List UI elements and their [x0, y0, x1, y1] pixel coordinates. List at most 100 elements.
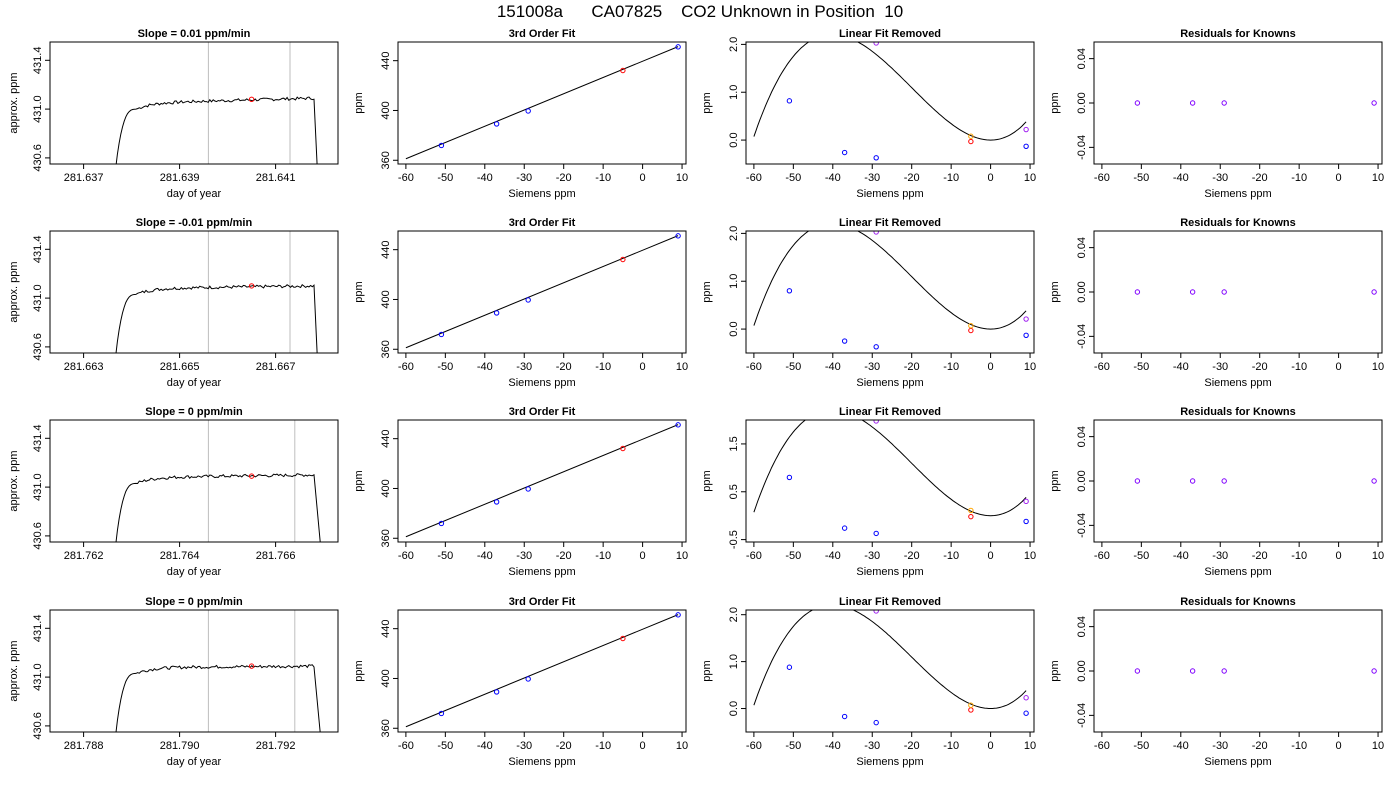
known-point — [438, 142, 445, 149]
x-tick-label: -10 — [595, 550, 611, 562]
x-axis-label: Siemens ppm — [1204, 377, 1271, 389]
x-tick-label: -10 — [1291, 550, 1307, 562]
y-axis-label: ppm — [701, 470, 713, 491]
x-axis-label: Siemens ppm — [508, 566, 575, 578]
unknown-point — [620, 445, 626, 452]
x-axis-label: day of year — [167, 377, 222, 389]
y-tick-label: 430.6 — [32, 333, 44, 361]
y-tick-label: 0.0 — [728, 321, 740, 336]
panel-title: Residuals for Knowns — [1180, 217, 1296, 229]
x-axis-label: Siemens ppm — [856, 377, 923, 389]
known-point — [438, 331, 445, 338]
x-tick-label: 0 — [1336, 550, 1342, 562]
known-point — [1023, 518, 1029, 525]
panel-residuals-row-2: Residuals for Knowns -60 -50 -40 -30 -20 -10 0 1… — [1049, 406, 1384, 578]
x-tick-label: 281.790 — [160, 740, 200, 752]
x-axis-label: Siemens ppm — [856, 566, 923, 578]
x-tick-label: 10 — [676, 172, 688, 184]
x-tick-label: -60 — [746, 361, 762, 373]
y-tick-label: 1.0 — [728, 85, 740, 100]
x-tick-label: 281.637 — [64, 172, 104, 184]
plot-frame — [1093, 419, 1383, 543]
known-point — [786, 664, 793, 670]
residual-point — [1189, 478, 1196, 484]
panel-title: 3rd Order Fit — [509, 28, 576, 40]
x-tick-label: -60 — [398, 361, 414, 373]
panel-residuals-row-1: Residuals for Knowns -60 -50 -40 -30 -20 -10 0 1… — [1049, 217, 1384, 389]
y-tick-label: 0.00 — [1076, 281, 1088, 302]
x-tick-label: -10 — [1291, 361, 1307, 373]
y-tick-label: 430.6 — [32, 712, 44, 740]
x-tick-label: 281.665 — [160, 361, 200, 373]
plot-area — [1134, 478, 1377, 484]
x-tick-label: 10 — [676, 550, 688, 562]
y-axis-label: ppm — [353, 281, 365, 302]
x-tick-label: -60 — [398, 740, 414, 752]
x-tick-label: -30 — [864, 361, 880, 373]
y-tick-label: 0.04 — [1076, 237, 1088, 258]
x-tick-label: -20 — [904, 740, 920, 752]
panel-title: 3rd Order Fit — [509, 596, 576, 608]
x-tick-label: 0 — [988, 172, 994, 184]
y-axis-label: ppm — [353, 92, 365, 113]
y-tick-label: 430.6 — [32, 522, 44, 550]
x-tick-label: 10 — [1024, 550, 1036, 562]
known-point — [675, 233, 681, 239]
unknown-mean-point — [248, 283, 255, 289]
y-tick-label: 400 — [380, 101, 392, 119]
panel-title: 3rd Order Fit — [509, 406, 576, 418]
x-tick-label: -50 — [785, 361, 801, 373]
plot-area — [405, 233, 681, 349]
x-tick-label: 281.762 — [64, 550, 104, 562]
y-tick-label: 400 — [380, 669, 392, 687]
x-tick-label: -60 — [1094, 361, 1110, 373]
unknown-point — [968, 513, 974, 520]
x-tick-label: -50 — [1133, 172, 1149, 184]
x-tick-label: -60 — [398, 172, 414, 184]
y-tick-label: -0.04 — [1076, 324, 1088, 349]
panel-linear_removed-row-3: Linear Fit Removed -60 -50 -40 -30 -20 -10 0 10 0… — [701, 596, 1036, 768]
x-tick-label: -30 — [864, 550, 880, 562]
x-tick-label: 281.788 — [64, 740, 104, 752]
residual-point — [1221, 668, 1227, 674]
x-tick-label: 0 — [988, 550, 994, 562]
y-tick-label: -0.04 — [1076, 703, 1088, 728]
y-tick-label: 0.0 — [728, 701, 740, 716]
plot-area — [405, 44, 681, 160]
x-tick-label: -30 — [516, 361, 532, 373]
y-axis-label: ppm — [353, 470, 365, 491]
plot-area — [1134, 289, 1377, 295]
x-tick-label: 0 — [1336, 172, 1342, 184]
known-point — [786, 288, 793, 294]
panel-fit-row-1: 3rd Order Fit -60 -50 -40 -30 -20 -10 0 10 360 400… — [353, 217, 688, 389]
plot-area — [753, 42, 1029, 161]
plot-area — [115, 231, 318, 353]
residual-point — [1221, 100, 1227, 106]
y-axis-label: ppm — [1049, 470, 1061, 491]
panel-title: Slope = 0 ppm/min — [145, 596, 243, 608]
y-tick-label: 431.0 — [32, 663, 44, 691]
purple-point — [1023, 126, 1029, 133]
x-tick-label: 0 — [988, 361, 994, 373]
y-axis-label: approx. ppm — [8, 72, 20, 133]
x-tick-label: -60 — [1094, 550, 1110, 562]
x-axis-label: Siemens ppm — [508, 377, 575, 389]
known-point — [675, 422, 681, 428]
orange-point — [968, 507, 974, 514]
x-tick-label: 0 — [640, 550, 646, 562]
x-tick-label: -30 — [1212, 740, 1228, 752]
panel-linear_removed-row-1: Linear Fit Removed -60 -50 -40 -30 -20 -10 0 10 0… — [701, 217, 1036, 389]
x-tick-label: -30 — [1212, 550, 1228, 562]
known-point — [438, 710, 445, 717]
x-tick-label: -40 — [477, 172, 493, 184]
x-tick-label: 281.641 — [256, 172, 296, 184]
known-point — [525, 108, 531, 114]
y-tick-label: 0.5 — [728, 484, 740, 499]
x-tick-label: 281.667 — [256, 361, 296, 373]
y-axis-label: ppm — [353, 660, 365, 681]
x-tick-label: -20 — [556, 361, 572, 373]
y-axis-label: ppm — [1049, 92, 1061, 113]
purple-point — [1023, 498, 1029, 505]
plot-area — [1134, 100, 1377, 106]
